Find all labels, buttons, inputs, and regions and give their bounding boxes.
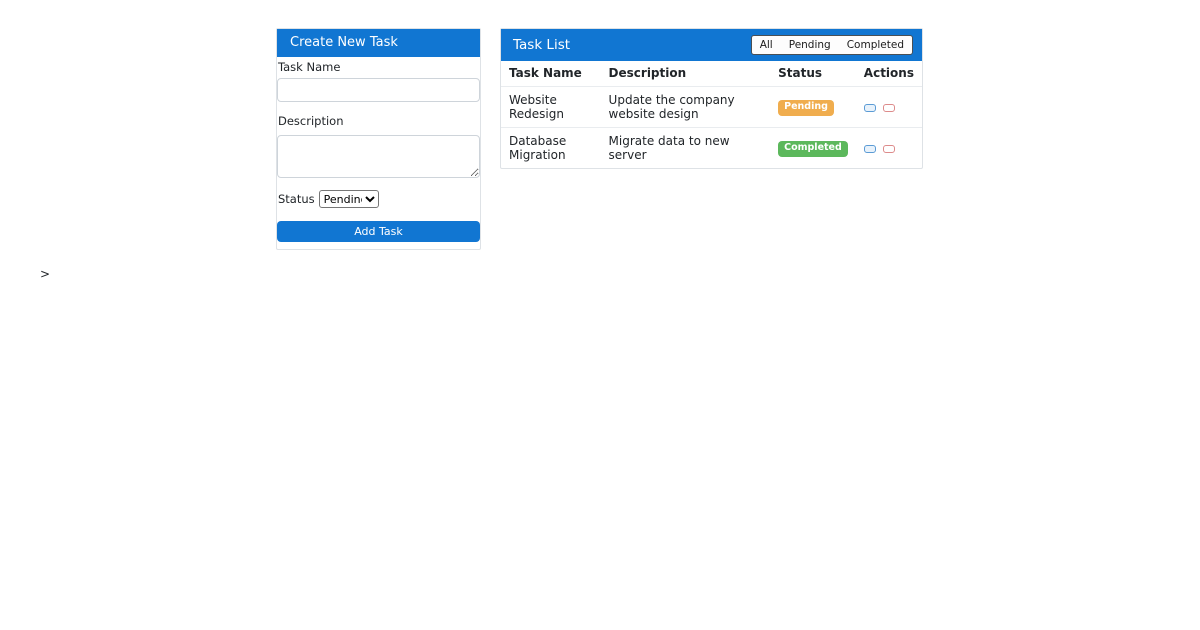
status-row: Status Pending — [277, 190, 480, 208]
filter-all-button[interactable]: All — [752, 36, 781, 54]
task-description-cell: Update the company website design — [600, 86, 771, 128]
status-badge: Pending — [778, 100, 834, 116]
table-row: Website Redesign Update the company webs… — [501, 86, 922, 128]
column-header-actions: Actions — [855, 61, 922, 87]
table-row: Database Migration Migrate data to new s… — [501, 128, 922, 169]
status-select[interactable]: Pending — [318, 190, 379, 208]
filter-pending-button[interactable]: Pending — [781, 36, 839, 54]
task-list-card: Task List All Pending Completed Task Nam… — [500, 28, 923, 169]
table-header-row: Task Name Description Status Actions — [501, 61, 922, 87]
delete-button[interactable] — [882, 103, 895, 112]
create-task-form: Task Name Description Status Pending Add… — [277, 57, 480, 249]
task-name-cell: Website Redesign — [501, 86, 601, 128]
task-table: Task Name Description Status Actions Web… — [501, 61, 922, 168]
task-name-cell: Database Migration — [509, 134, 567, 162]
task-list-title: Task List — [513, 37, 571, 53]
status-label: Status — [278, 192, 315, 206]
task-list-header: Task List All Pending Completed — [501, 29, 922, 61]
task-description-cell: Migrate data to new server — [608, 134, 730, 162]
add-task-button[interactable]: Add Task — [277, 221, 480, 242]
description-input[interactable] — [277, 135, 480, 178]
task-name-label: Task Name — [278, 60, 341, 74]
create-task-card: Create New Task Task Name Description St… — [276, 28, 481, 250]
task-name-input[interactable] — [277, 78, 480, 102]
filter-button-group: All Pending Completed — [750, 35, 913, 55]
create-task-card-title: Create New Task — [277, 29, 480, 57]
column-header-description: Description — [600, 61, 771, 87]
delete-button[interactable] — [882, 144, 895, 153]
status-badge: Completed — [778, 141, 848, 157]
edit-button[interactable] — [863, 103, 876, 112]
column-header-task-name: Task Name — [501, 61, 601, 87]
edit-button[interactable] — [863, 144, 876, 153]
description-label: Description — [278, 114, 344, 128]
stray-prompt-char: > — [40, 267, 51, 281]
filter-completed-button[interactable]: Completed — [839, 36, 912, 54]
column-header-status: Status — [770, 61, 856, 87]
